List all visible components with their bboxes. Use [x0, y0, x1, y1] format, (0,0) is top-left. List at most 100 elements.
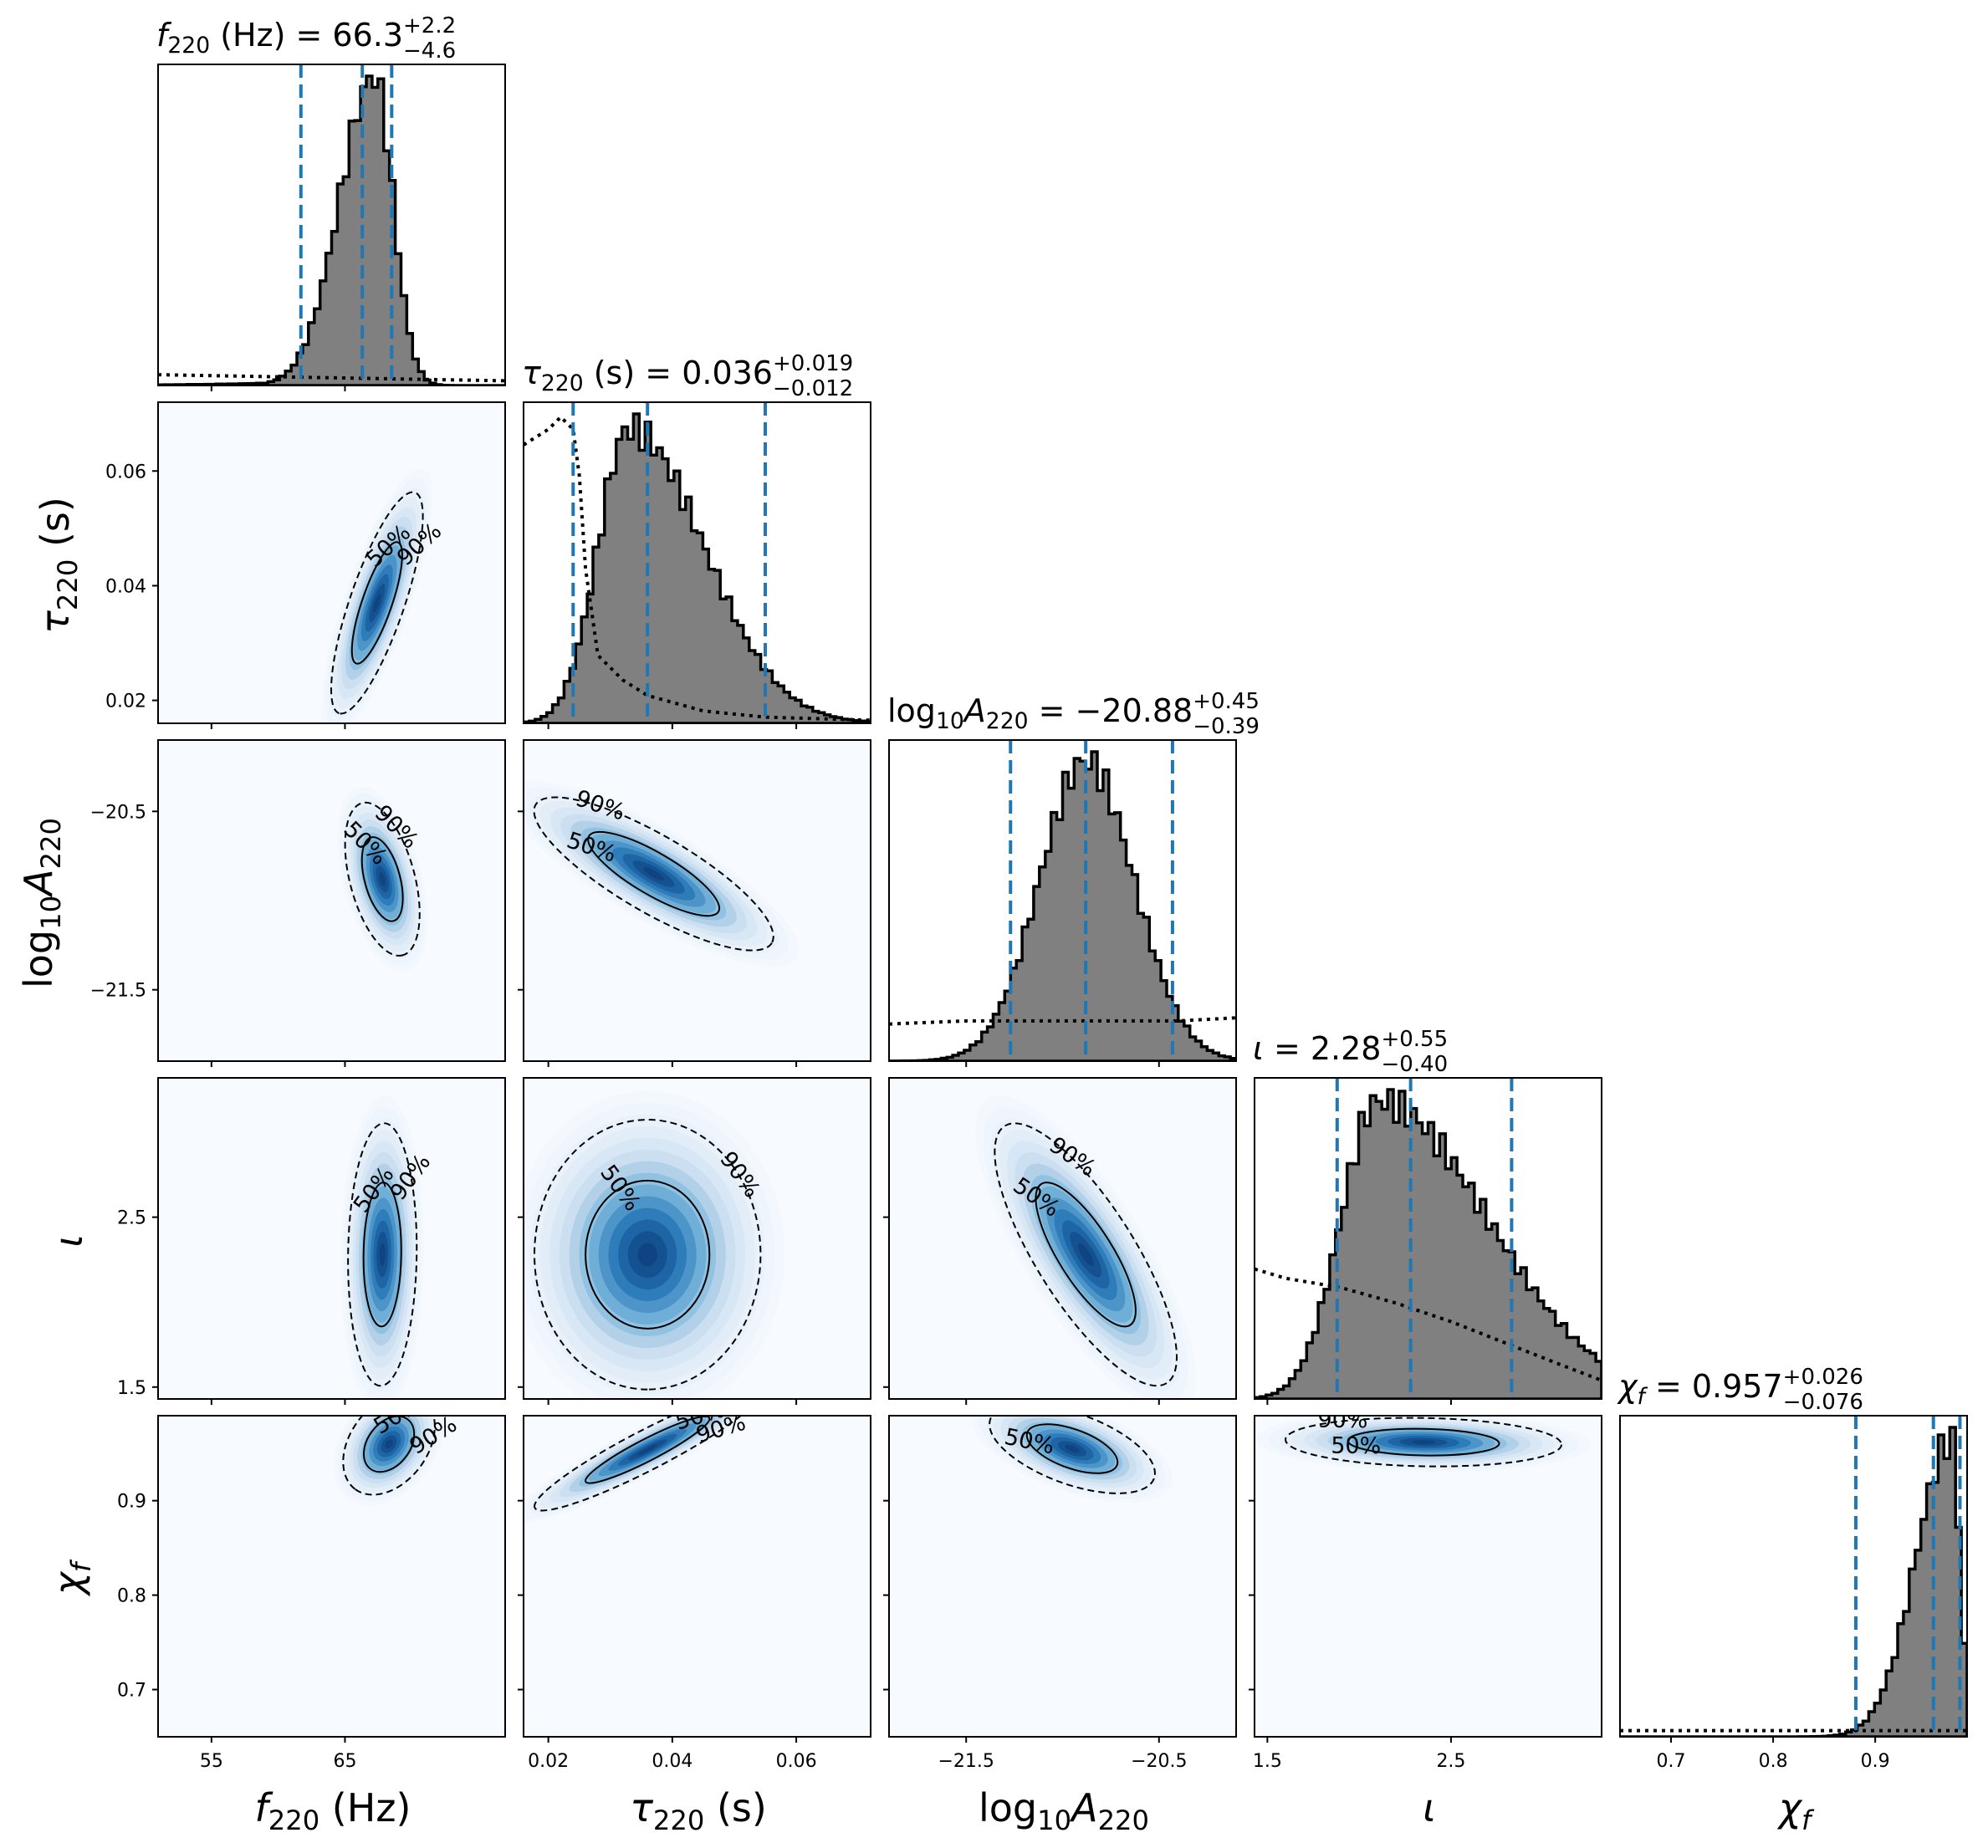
- y-tick-tau220-2: 0.06: [105, 462, 146, 482]
- y-label-chif: χf: [46, 1559, 97, 1597]
- title-minus-iota: −0.40: [1382, 1052, 1449, 1077]
- title-chif: χf = 0.957+0.026: [1617, 1365, 1863, 1410]
- posterior-hist-chif: [1620, 1426, 1967, 1737]
- x-label-iota: ι: [1423, 1785, 1436, 1830]
- x-tick-chif-1: 0.8: [1759, 1751, 1788, 1772]
- posterior-hist-logA220: [889, 750, 1236, 1061]
- contour-90: [533, 1119, 762, 1391]
- contour-90: [534, 1416, 762, 1512]
- title-tau220: τ220 (s) = 0.036+0.019: [522, 351, 853, 396]
- x-tick-tau220-2: 0.06: [776, 1751, 817, 1772]
- y-label-iota: ι: [46, 1234, 91, 1248]
- title-minus-logA220: −0.39: [1193, 714, 1260, 739]
- contour-50: [585, 1179, 711, 1330]
- title-f220: f220 (Hz) = 66.3+2.2: [156, 13, 456, 59]
- y-tick-iota-0: 1.5: [117, 1378, 146, 1399]
- hist-panel-f220: [157, 64, 506, 386]
- x-label-logA220: log10A220: [979, 1785, 1149, 1836]
- y-tick-tau220-1: 0.04: [105, 576, 146, 597]
- y-tick-chif-2: 0.9: [117, 1492, 146, 1513]
- frame-logA220-chif: [888, 1415, 1237, 1738]
- contour-50: [350, 541, 403, 665]
- hist-panel-tau220: [523, 401, 871, 724]
- x-tick-chif-2: 0.9: [1861, 1751, 1890, 1772]
- hist-panel-chif: [1619, 1415, 1968, 1738]
- contour-50: [585, 1416, 711, 1484]
- title-minus-tau220: −0.012: [773, 376, 853, 401]
- ticks: 55 65 0.02 0.04 0.06 −21.5 −20.5 1.5 2.5 0.7 0.8 0.…: [90, 385, 1890, 1772]
- posterior-hist-f220: [158, 74, 505, 385]
- contour-90: [1285, 1417, 1562, 1468]
- density-panel-f220-iota: 50%90%: [157, 1077, 506, 1400]
- title-logA220: log10A220 = −20.88+0.45: [887, 689, 1260, 734]
- contour-50: [360, 836, 404, 922]
- y-tick-logA220-0: −21.5: [90, 981, 146, 1002]
- x-tick-tau220-0: 0.02: [528, 1751, 569, 1772]
- frame-f220-iota: [157, 1077, 506, 1400]
- density-panel-logA220-iota: 50%90%: [888, 1077, 1237, 1400]
- x-label-f220: f220 (Hz): [255, 1785, 411, 1836]
- x-tick-f220-1: 65: [333, 1751, 356, 1772]
- density-panel-logA220-chif: 50%90%: [888, 1415, 1237, 1738]
- x-tick-logA220-0: −21.5: [938, 1751, 994, 1772]
- density-panel-tau220-logA220: 50%90%: [523, 739, 871, 1062]
- title-minus-chif: −0.076: [1783, 1390, 1863, 1415]
- hist-panel-iota: [1254, 1077, 1602, 1400]
- corner-panels: 50%90%50%90%50%90%50%90%50%90%50% 90%50%9…: [90, 64, 1968, 1772]
- contour-50: [363, 1416, 416, 1473]
- density-panel-tau220-iota: 50% 90%: [523, 1077, 871, 1400]
- x-tick-f220-0: 55: [200, 1751, 223, 1772]
- x-tick-tau220-1: 0.04: [652, 1751, 692, 1772]
- density-panel-f220-chif: 50%90%: [157, 1415, 506, 1738]
- hist-panel-logA220: [888, 739, 1237, 1062]
- panel-titles: f220 (Hz) = 66.3+2.2−4.6 τ220 (s) = 0.036…: [156, 13, 1863, 1415]
- contour-50: [1035, 1182, 1137, 1328]
- contour-50: [587, 830, 721, 917]
- frame-chif: [1619, 1415, 1968, 1738]
- prior-curve-tau220: [524, 414, 871, 722]
- contour-90: [344, 801, 421, 957]
- title-minus-f220: −4.6: [403, 38, 456, 64]
- frame-tau220-iota: [523, 1077, 871, 1400]
- x-tick-iota-1: 2.5: [1436, 1751, 1465, 1772]
- frame-tau220-logA220: [523, 739, 871, 1062]
- posterior-hist-tau220: [524, 412, 871, 723]
- contour-50: [362, 1182, 402, 1328]
- contour-90: [342, 1416, 436, 1496]
- x-label-chif: χf: [1776, 1785, 1815, 1836]
- contour-label-90: 90%: [1317, 1407, 1367, 1434]
- prior-curve-iota: [1255, 1267, 1602, 1382]
- y-tick-chif-0: 0.7: [117, 1681, 146, 1702]
- prior-curve-logA220: [889, 1016, 1236, 1026]
- frame-f220-tau220: [157, 401, 506, 724]
- y-tick-tau220-0: 0.02: [105, 692, 146, 712]
- frame-f220-logA220: [157, 739, 506, 1062]
- frame-tau220: [523, 401, 871, 724]
- frame-f220: [157, 64, 506, 386]
- y-tick-iota-1: 2.5: [117, 1208, 146, 1229]
- title-iota: ι = 2.28+0.55: [1253, 1027, 1448, 1067]
- frame-tau220-chif: [523, 1415, 871, 1738]
- density-panel-tau220-chif: 50%90%: [523, 1415, 871, 1738]
- y-tick-logA220-1: −20.5: [90, 802, 146, 823]
- density-panel-f220-logA220: 50%90%: [157, 739, 506, 1062]
- density-panel-iota-chif: 50%90%: [1254, 1407, 1602, 1738]
- contour-90: [347, 1122, 418, 1387]
- contour-50: [1025, 1423, 1119, 1474]
- y-label-logA220: log10A220: [16, 818, 67, 988]
- y-tick-chif-1: 0.8: [117, 1586, 146, 1607]
- x-tick-logA220-1: −20.5: [1131, 1751, 1187, 1772]
- y-label-tau220: τ220 (s): [33, 497, 84, 634]
- density-panel-f220-tau220: 50%90%: [157, 401, 506, 724]
- frame-iota: [1254, 1077, 1602, 1400]
- frame-f220-chif: [157, 1415, 506, 1738]
- contour-50: [1347, 1427, 1500, 1457]
- x-label-tau220: τ220 (s): [630, 1785, 767, 1836]
- axis-labels: f220 (Hz) τ220 (s) log10A220 ι χf τ220 (…: [16, 497, 1815, 1836]
- frame-logA220: [888, 739, 1237, 1062]
- x-tick-chif-0: 0.7: [1657, 1751, 1686, 1772]
- contour-90: [533, 796, 774, 952]
- posterior-hist-iota: [1255, 1088, 1602, 1399]
- contour-label-50: 50%: [1331, 1433, 1381, 1460]
